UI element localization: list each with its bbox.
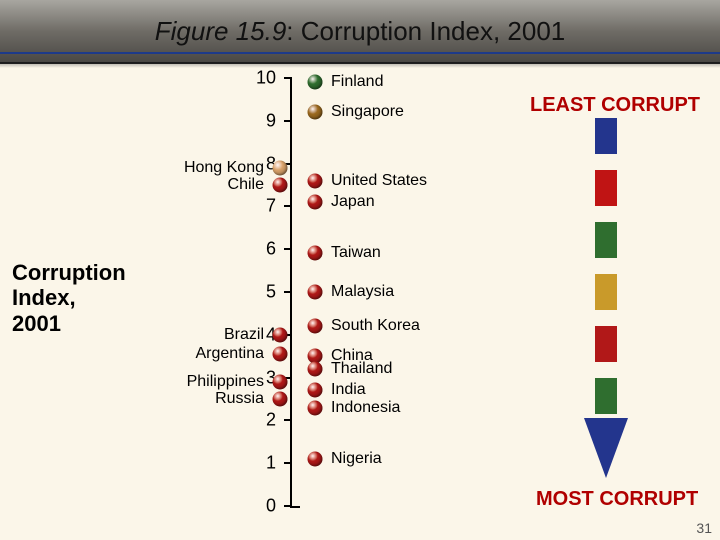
ylabel-line1: Corruption [12, 260, 126, 285]
point-label: Singapore [331, 103, 404, 121]
y-tick-label: 10 [256, 68, 284, 89]
header-shadow [0, 62, 720, 68]
y-tick-label: 7 [266, 196, 284, 217]
point-label: Indonesia [331, 399, 400, 417]
point-label: Thailand [331, 360, 392, 378]
y-tick [284, 462, 292, 464]
title-text: : Corruption Index, 2001 [286, 16, 565, 46]
data-point [308, 362, 323, 377]
data-point [308, 383, 323, 398]
data-point [308, 75, 323, 90]
y-tick-label: 0 [266, 496, 284, 517]
y-tick-label: 2 [266, 410, 284, 431]
arrow-icon [584, 118, 628, 478]
y-tick-label: 1 [266, 453, 284, 474]
direction-arrow [584, 118, 628, 478]
data-point [308, 246, 323, 261]
y-tick-label: 6 [266, 239, 284, 260]
data-point [308, 285, 323, 300]
data-point [273, 374, 288, 389]
data-point [308, 173, 323, 188]
y-tick-label: 9 [266, 110, 284, 131]
point-label: Taiwan [331, 244, 381, 262]
data-point [308, 319, 323, 334]
y-tick [284, 248, 292, 250]
y-axis-label: Corruption Index, 2001 [12, 260, 142, 336]
y-tick [284, 120, 292, 122]
point-label: India [331, 381, 366, 399]
y-tick [284, 505, 292, 507]
point-label: Japan [331, 193, 375, 211]
point-label: Philippines [187, 373, 264, 391]
data-point [308, 105, 323, 120]
header-underline [0, 52, 720, 54]
data-point [308, 195, 323, 210]
point-label: Argentina [196, 345, 265, 363]
y-axis-line [290, 78, 292, 508]
ylabel-line3: 2001 [12, 311, 61, 336]
slide-title: Figure 15.9: Corruption Index, 2001 [155, 16, 566, 47]
slide-root: Figure 15.9: Corruption Index, 2001 Corr… [0, 0, 720, 540]
corruption-index-chart: 109876543210FinlandSingaporeHong KongUni… [160, 78, 540, 508]
data-point [308, 400, 323, 415]
point-label: Chile [228, 176, 264, 194]
y-tick [284, 77, 292, 79]
slide-header: Figure 15.9: Corruption Index, 2001 [0, 0, 720, 64]
data-point [273, 347, 288, 362]
point-label: Malaysia [331, 283, 394, 301]
point-label: Hong Kong [184, 159, 264, 177]
least-corrupt-label: LEAST CORRUPT [530, 94, 700, 117]
point-label: Finland [331, 73, 383, 91]
point-label: United States [331, 172, 427, 190]
page-number: 31 [696, 520, 712, 536]
y-tick [284, 291, 292, 293]
data-point [273, 160, 288, 175]
point-label: Nigeria [331, 450, 382, 468]
point-label: South Korea [331, 317, 420, 335]
figure-number: Figure 15.9 [155, 16, 287, 46]
data-point [273, 392, 288, 407]
data-point [273, 327, 288, 342]
ylabel-line2: Index, [12, 285, 76, 310]
y-tick-label: 5 [266, 282, 284, 303]
point-label: Russia [215, 390, 264, 408]
most-corrupt-label: MOST CORRUPT [536, 488, 698, 511]
data-point [273, 178, 288, 193]
data-point [308, 451, 323, 466]
y-tick [284, 205, 292, 207]
y-tick [284, 419, 292, 421]
point-label: Brazil [224, 326, 264, 344]
